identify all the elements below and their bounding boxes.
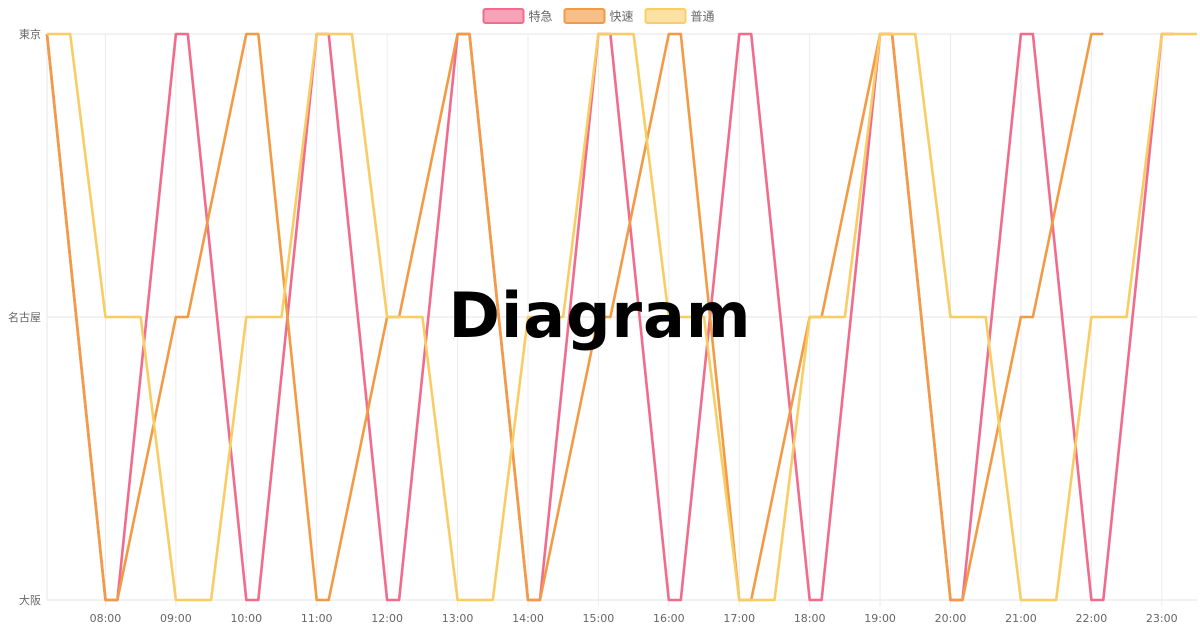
legend-swatch-2[interactable] [644,8,687,24]
x-tick-label: 22:00 [1076,612,1108,625]
x-tick-label: 16:00 [653,612,685,625]
x-tick-label: 13:00 [442,612,474,625]
x-tick-label: 10:00 [230,612,262,625]
x-tick-label: 19:00 [864,612,896,625]
x-tick-label: 09:00 [160,612,192,625]
x-tick-label: 15:00 [583,612,615,625]
legend: 特急 快速 普通 [482,8,715,24]
x-tick-label: 12:00 [371,612,403,625]
y-tick-label: 大阪 [19,593,41,607]
x-tick-label: 11:00 [301,612,333,625]
x-axis-ticks: 08:00 09:00 10:00 11:00 12:00 13:00 14:00 15:00… [90,612,1178,625]
legend-label-1[interactable]: 快速 [610,10,634,24]
y-axis-ticks: 大阪 名古屋 東京 [8,27,41,607]
x-tick-label: 14:00 [512,612,544,625]
legend-label-2[interactable]: 普通 [691,10,715,24]
series-line-1 [45,32,1104,602]
x-tick-label: 21:00 [1005,612,1037,625]
series-line-2 [47,32,1197,602]
legend-label-0[interactable]: 特急 [529,9,553,24]
legend-swatch-1[interactable] [563,8,606,24]
x-tick-label: 23:00 [1146,612,1178,625]
x-tick-label: 18:00 [794,612,826,625]
x-tick-label: 08:00 [90,612,122,625]
x-tick-label: 20:00 [935,612,967,625]
y-tick-label: 名古屋 [8,310,41,324]
series-lines [45,32,1197,602]
y-tick-label: 東京 [19,27,41,41]
x-tick-label: 17:00 [723,612,755,625]
grid [46,33,1197,606]
legend-swatch-0[interactable] [482,8,525,24]
